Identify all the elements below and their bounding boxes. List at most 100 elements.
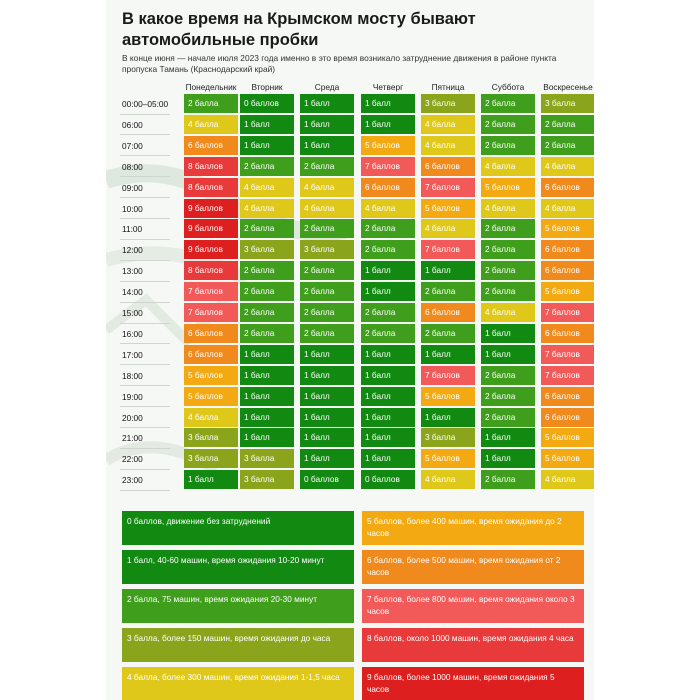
row-label: 16:00 (122, 328, 143, 339)
heatmap-cell: 2 балла (240, 261, 294, 281)
heatmap-cell: 1 балл (300, 344, 354, 364)
heatmap-cell: 2 балла (300, 303, 354, 322)
heatmap-cell: 1 балл (361, 261, 415, 281)
heatmap-cell: 9 баллов (184, 219, 238, 239)
row-divider (120, 489, 170, 491)
heatmap-cell: 4 балла (300, 198, 354, 218)
row-label: 17:00 (122, 349, 143, 360)
infographic-card: В какое время на Крымском мосту бывают а… (106, 0, 594, 700)
row-divider (120, 427, 170, 428)
heatmap-cell: 1 балл (300, 449, 354, 469)
heatmap-cell: 5 баллов (421, 198, 475, 218)
heatmap-cell: 4 балла (421, 219, 475, 239)
heatmap-cell: 4 балла (481, 198, 535, 218)
heatmap-cell: 0 баллов (240, 94, 294, 113)
heatmap-cell: 3 балла (240, 470, 294, 490)
heatmap-cell: 5 баллов (481, 177, 535, 197)
heatmap-cell: 2 балла (481, 219, 535, 239)
column-header: Вторник (251, 82, 283, 92)
row-label: 14:00 (122, 287, 143, 298)
legend-item: 4 балла, более 300 машин, время ожидания… (122, 667, 354, 700)
row-divider (120, 238, 170, 240)
heatmap-cell: 7 баллов (184, 303, 238, 322)
row-label: 08:00 (122, 161, 143, 172)
page-title: В какое время на Крымском мосту бывают а… (122, 10, 476, 49)
heatmap-cell: 2 балла (300, 323, 354, 343)
heatmap-cell: 3 балла (240, 449, 294, 469)
heatmap-cell: 2 балла (240, 323, 294, 343)
row-divider (120, 155, 170, 157)
heatmap-cell: 5 баллов (541, 219, 594, 239)
row-label: 09:00 (122, 182, 143, 193)
heatmap-cell: 2 балла (541, 135, 594, 155)
heatmap-cell: 6 баллов (541, 240, 594, 260)
column-header: Четверг (372, 82, 404, 92)
heatmap-cell: 1 балл (300, 365, 354, 385)
heatmap-cell: 4 балла (184, 114, 238, 134)
heatmap-cell: 1 балл (361, 114, 415, 134)
row-divider (120, 280, 170, 282)
heatmap-cell: 2 балла (481, 94, 535, 113)
heatmap-cell: 2 балла (421, 323, 475, 343)
legend-item: 6 баллов, более 500 машин, время ожидани… (362, 550, 584, 584)
heatmap-cell: 1 балл (421, 344, 475, 364)
row-divider (120, 447, 170, 449)
heatmap-cell: 1 балл (421, 261, 475, 281)
heatmap-cell: 7 баллов (184, 282, 238, 302)
heatmap-cell: 2 балла (541, 114, 594, 134)
heatmap-cell: 2 балла (300, 156, 354, 176)
heatmap-cell: 3 балла (541, 94, 594, 113)
heatmap-cell: 6 баллов (184, 135, 238, 155)
heatmap-cell: 1 балл (240, 428, 294, 448)
heatmap-cell: 7 баллов (541, 365, 594, 385)
heatmap-cell: 4 балла (421, 470, 475, 490)
legend-item: 1 балл, 40-60 машин, время ожидания 10-2… (122, 550, 354, 584)
heatmap-cell: 7 баллов (421, 365, 475, 385)
heatmap-cell: 2 балла (481, 407, 535, 427)
heatmap-cell: 6 баллов (541, 261, 594, 281)
heatmap-cell: 1 балл (481, 344, 535, 364)
heatmap-cell: 2 балла (184, 94, 238, 113)
heatmap-cell: 0 баллов (361, 470, 415, 490)
row-divider (120, 259, 170, 261)
heatmap-cell: 9 баллов (184, 198, 238, 218)
row-label: 10:00 (122, 203, 143, 214)
heatmap-cell: 4 балла (361, 198, 415, 218)
heatmap-cell: 5 баллов (541, 428, 594, 448)
heatmap-cell: 6 баллов (361, 177, 415, 197)
heatmap-cell: 0 баллов (300, 470, 354, 490)
row-label: 18:00 (122, 370, 143, 381)
heatmap-cell: 1 балл (240, 135, 294, 155)
row-divider (120, 176, 170, 178)
heatmap-cell: 1 балл (361, 282, 415, 302)
row-label: 19:00 (122, 391, 143, 402)
heatmap-cell: 8 баллов (184, 156, 238, 176)
heatmap-cell: 4 балла (481, 156, 535, 176)
heatmap-cell: 2 балла (361, 219, 415, 239)
heatmap-cell: 9 баллов (184, 240, 238, 260)
heatmap-cell: 2 балла (240, 303, 294, 322)
heatmap-cell: 4 балла (541, 198, 594, 218)
heatmap-cell: 1 балл (300, 428, 354, 448)
heatmap-cell: 3 балла (421, 94, 475, 113)
heatmap-cell: 1 балл (481, 428, 535, 448)
heatmap-cell: 7 баллов (541, 344, 594, 364)
row-label: 13:00 (122, 266, 143, 277)
heatmap-cell: 1 балл (300, 135, 354, 155)
heatmap-cell: 8 баллов (184, 261, 238, 281)
row-divider (120, 322, 170, 324)
heatmap-cell: 2 балла (300, 282, 354, 302)
heatmap-cell: 1 балл (184, 470, 238, 490)
heatmap-cell: 2 балла (481, 365, 535, 385)
heatmap-cell: 4 балла (421, 114, 475, 134)
heatmap-cell: 4 балла (240, 198, 294, 218)
heatmap-cell: 5 баллов (541, 449, 594, 469)
heatmap-cell: 2 балла (481, 114, 535, 134)
heatmap-cell: 2 балла (240, 282, 294, 302)
heatmap-cell: 2 балла (300, 219, 354, 239)
row-label: 11:00 (122, 224, 143, 235)
heatmap-cell: 8 баллов (184, 177, 238, 197)
heatmap-cell: 6 баллов (184, 344, 238, 364)
heatmap-cell: 1 балл (361, 428, 415, 448)
row-divider (120, 364, 170, 366)
